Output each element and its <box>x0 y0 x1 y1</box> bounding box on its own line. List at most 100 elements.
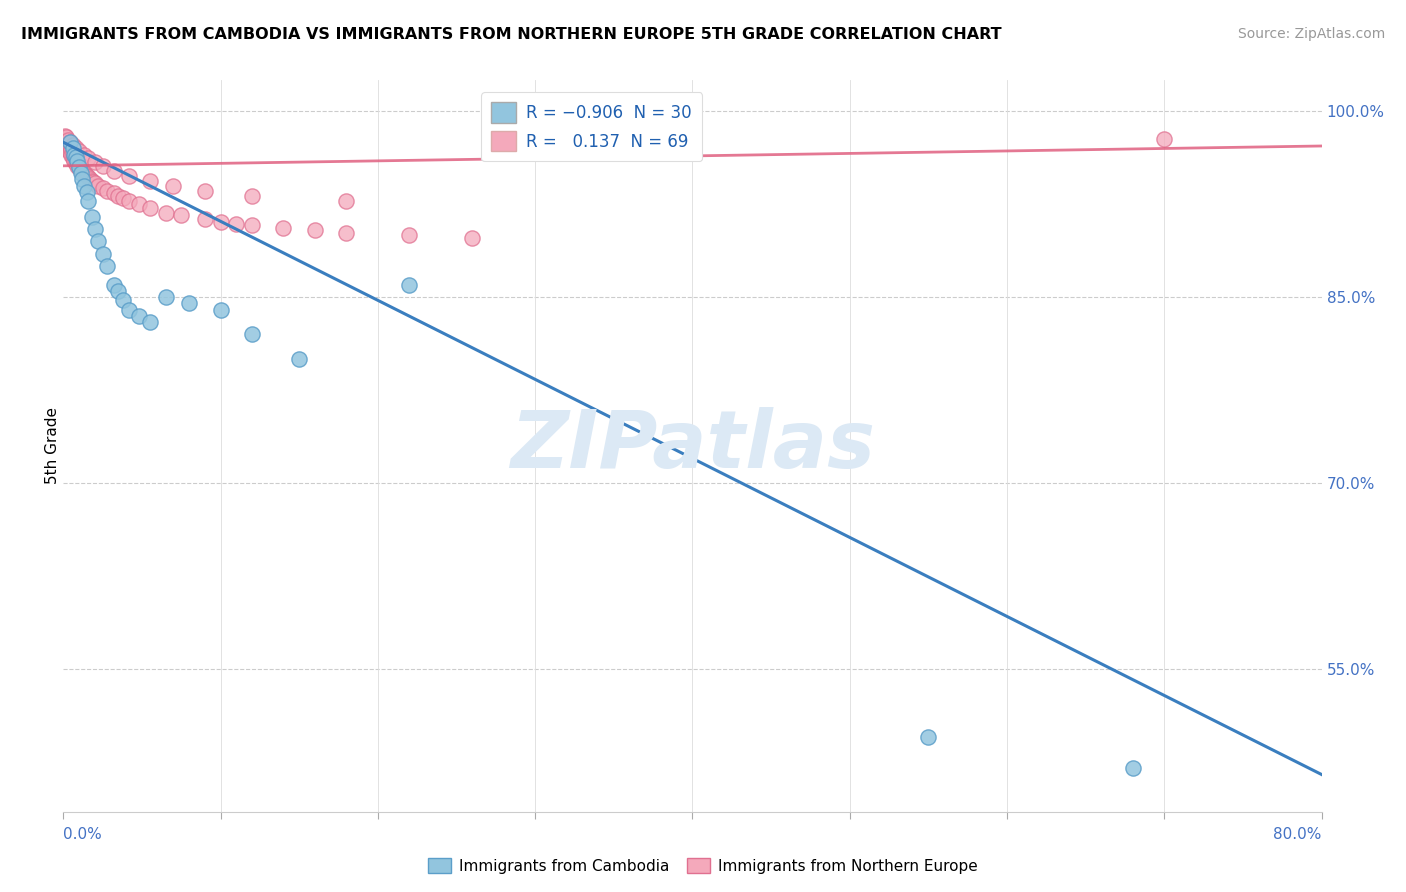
Point <box>76 185 98 199</box>
Point <box>69 159 91 173</box>
Point <box>66 153 89 168</box>
Point <box>82 175 104 189</box>
Point <box>139 174 162 188</box>
Point <box>76 169 98 183</box>
Text: IMMIGRANTS FROM CAMBODIA VS IMMIGRANTS FROM NORTHERN EUROPE 5TH GRADE CORRELATIO: IMMIGRANTS FROM CAMBODIA VS IMMIGRANTS F… <box>21 27 1001 42</box>
Text: ZIPatlas: ZIPatlas <box>510 407 875 485</box>
Point <box>139 201 162 215</box>
Text: Source: ZipAtlas.com: Source: ZipAtlas.com <box>1237 27 1385 41</box>
Point <box>58 145 80 160</box>
Point <box>56 137 79 152</box>
Point <box>273 220 295 235</box>
Point <box>67 160 90 174</box>
Point <box>398 228 420 243</box>
Point <box>87 178 110 193</box>
Point <box>65 152 87 166</box>
Point <box>118 302 141 317</box>
Point <box>107 188 129 202</box>
Point <box>91 247 114 261</box>
Legend: Immigrants from Cambodia, Immigrants from Northern Europe: Immigrants from Cambodia, Immigrants fro… <box>422 852 984 880</box>
Point <box>103 277 125 292</box>
Point <box>91 181 114 195</box>
Text: 0.0%: 0.0% <box>63 827 103 841</box>
Point <box>194 184 217 198</box>
Point <box>63 149 86 163</box>
Point <box>56 133 79 147</box>
Point <box>128 197 150 211</box>
Point <box>77 169 100 184</box>
Point <box>87 235 110 249</box>
Point <box>155 290 177 304</box>
Point <box>107 284 129 298</box>
Point <box>53 136 76 151</box>
Point <box>77 194 100 208</box>
Point <box>83 155 105 169</box>
Point <box>73 178 96 193</box>
Point <box>177 296 200 310</box>
Point <box>63 153 86 168</box>
Point <box>53 129 76 144</box>
Point <box>96 184 118 198</box>
Point <box>58 140 80 154</box>
Point <box>103 186 125 200</box>
Point <box>60 147 83 161</box>
Point <box>67 156 90 170</box>
Point <box>240 327 263 342</box>
Point <box>209 214 232 228</box>
Point <box>65 150 87 164</box>
Point <box>1153 131 1175 145</box>
Y-axis label: 5th Grade: 5th Grade <box>45 408 59 484</box>
Point <box>58 135 80 149</box>
Point <box>58 135 80 149</box>
Point <box>70 162 93 177</box>
Point <box>77 152 100 166</box>
Point <box>65 156 87 170</box>
Point <box>288 352 311 367</box>
Point <box>118 194 141 208</box>
Point <box>83 176 105 190</box>
Legend: R = −0.906  N = 30, R =   0.137  N = 69: R = −0.906 N = 30, R = 0.137 N = 69 <box>481 92 702 161</box>
Point <box>80 210 103 224</box>
Point <box>67 144 90 158</box>
Point <box>112 293 135 307</box>
Point <box>79 172 101 186</box>
Point <box>62 141 84 155</box>
Point <box>103 163 125 178</box>
Point <box>56 143 79 157</box>
Point <box>66 153 89 168</box>
Point <box>73 165 96 179</box>
Point <box>53 131 76 145</box>
Point <box>128 309 150 323</box>
Point <box>91 159 114 173</box>
Point <box>304 223 326 237</box>
Point <box>66 159 89 173</box>
Point <box>75 168 97 182</box>
Point <box>112 191 135 205</box>
Point <box>70 172 93 186</box>
Point <box>55 130 77 145</box>
Point <box>139 315 162 329</box>
Point <box>60 143 83 157</box>
Point <box>917 731 939 745</box>
Point <box>335 226 357 240</box>
Point <box>73 147 96 161</box>
Point <box>170 208 193 222</box>
Point <box>1122 761 1144 775</box>
Point <box>240 188 263 202</box>
Point <box>398 277 420 292</box>
Point <box>62 146 84 161</box>
Point <box>209 302 232 317</box>
Point <box>240 219 263 233</box>
Point <box>335 194 357 208</box>
Point <box>63 147 86 161</box>
Text: 80.0%: 80.0% <box>1274 827 1322 841</box>
Point <box>62 152 84 166</box>
Point <box>62 137 84 152</box>
Point <box>65 141 87 155</box>
Point <box>225 217 247 231</box>
Point <box>55 134 77 148</box>
Point <box>162 178 184 193</box>
Point <box>80 174 103 188</box>
Point <box>69 166 91 180</box>
Point <box>96 259 118 273</box>
